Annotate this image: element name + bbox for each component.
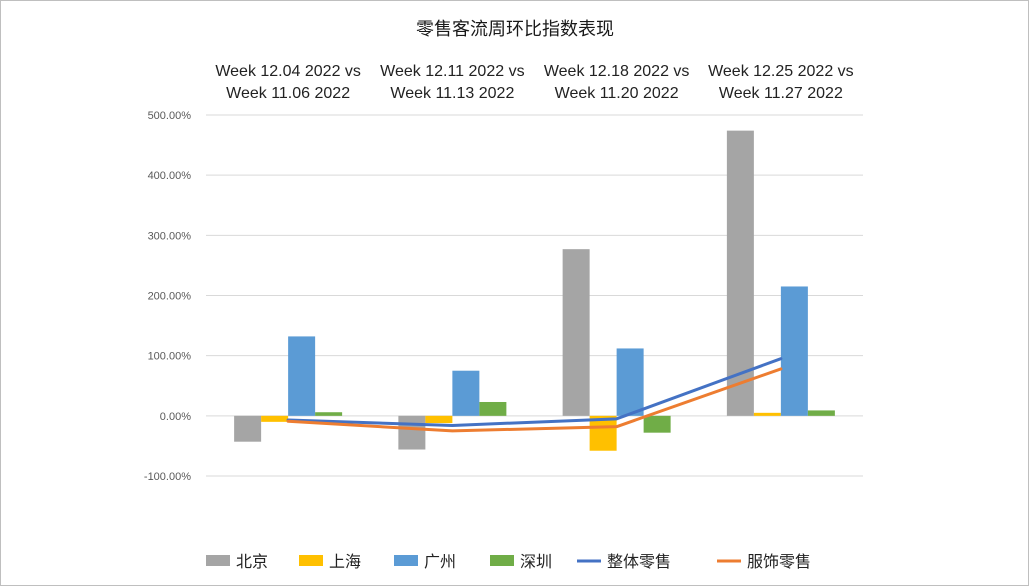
category-label: Week 12.25 2022 vs (708, 63, 854, 80)
category-label: Week 11.20 2022 (555, 85, 679, 102)
legend: 北京 上海 广州 深圳 整体零售 服饰零售 (206, 552, 811, 571)
category-label: Week 12.11 2022 vs (380, 63, 524, 80)
line-服饰零售 (286, 367, 783, 433)
legend-label: 深圳 (520, 552, 552, 571)
line-整体零售 (286, 357, 783, 427)
bar-上海 (425, 415, 453, 424)
bar-广州 (616, 348, 644, 416)
legend-label: 整体零售 (607, 552, 671, 571)
legend-label: 服饰零售 (747, 552, 811, 571)
chart-title: 零售客流周环比指数表现 (416, 19, 614, 40)
bar-北京 (398, 415, 426, 450)
category-label: Week 12.18 2022 vs (544, 63, 690, 80)
legend-swatch-广州 (394, 555, 418, 566)
legend-swatch-北京 (206, 555, 230, 566)
y-axis-tick-labels: 500.00% 400.00% 300.00% 200.00% 100.00% 0.00%… (144, 110, 191, 483)
y-tick-label: 500.00% (148, 110, 192, 122)
bar-深圳 (643, 415, 671, 433)
y-tick-label: 0.00% (160, 411, 191, 423)
bar-北京 (562, 249, 590, 416)
category-label: Week 11.06 2022 (226, 85, 350, 102)
legend-label: 广州 (424, 552, 456, 571)
legend-label: 北京 (236, 552, 268, 571)
bar-上海 (261, 415, 289, 422)
bars (234, 130, 835, 451)
category-label: Week 12.04 2022 vs (215, 63, 361, 80)
bar-广州 (780, 286, 808, 416)
legend-label: 上海 (329, 552, 361, 571)
category-label: Week 11.13 2022 (390, 85, 514, 102)
y-tick-label: -100.00% (144, 471, 191, 483)
category-label: Week 11.27 2022 (719, 85, 843, 102)
legend-swatch-上海 (299, 555, 323, 566)
gridlines (206, 114, 863, 477)
legend-swatch-深圳 (490, 555, 514, 566)
y-tick-label: 100.00% (148, 351, 192, 363)
y-tick-label: 300.00% (148, 230, 192, 242)
y-tick-label: 200.00% (148, 291, 192, 303)
bar-北京 (234, 415, 262, 442)
bar-上海 (753, 412, 781, 416)
bar-广州 (288, 336, 316, 416)
lines (286, 357, 783, 433)
bar-深圳 (315, 412, 343, 416)
category-labels: Week 12.04 2022 vs Week 11.06 2022 Week 12… (215, 63, 853, 102)
bar-上海 (589, 415, 617, 451)
y-tick-label: 400.00% (148, 170, 192, 182)
bar-广州 (452, 370, 480, 416)
bar-深圳 (479, 401, 507, 416)
bar-深圳 (807, 410, 835, 416)
bar-北京 (726, 130, 754, 416)
